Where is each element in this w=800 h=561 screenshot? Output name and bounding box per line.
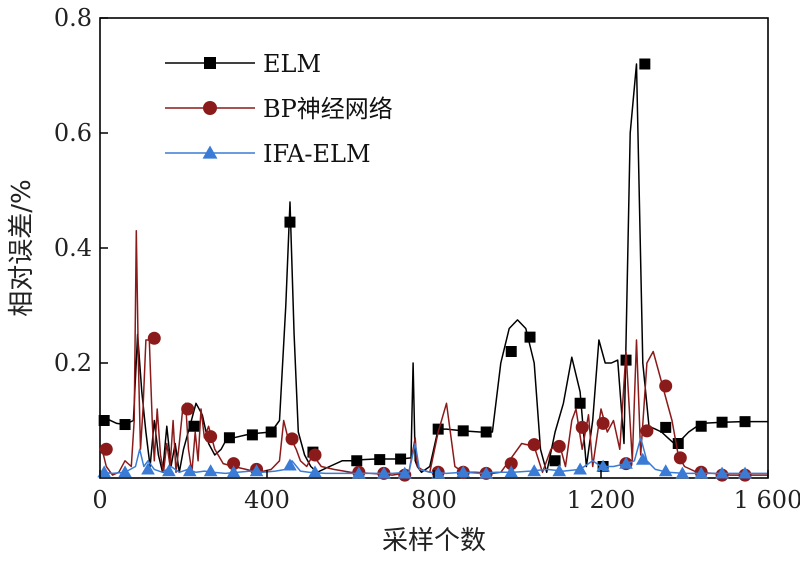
series-1 (98, 58, 768, 474)
data-point (480, 426, 492, 438)
data-point (635, 452, 650, 465)
data-point (119, 419, 131, 431)
data-point (715, 466, 729, 479)
series-line (101, 230, 768, 476)
data-point (308, 448, 322, 462)
data-point (694, 466, 709, 479)
data-point (118, 465, 132, 478)
legend-marker (203, 101, 217, 115)
data-point (308, 465, 322, 478)
data-point (673, 451, 687, 465)
x-tick-label: 400 (244, 486, 290, 514)
y-tick-label: 0.8 (54, 4, 92, 32)
data-point (660, 421, 672, 433)
data-point (504, 457, 518, 471)
data-point (249, 464, 264, 477)
data-point (549, 455, 561, 467)
data-point (505, 346, 517, 357)
data-point (351, 455, 363, 467)
data-point (147, 331, 161, 345)
data-point (284, 216, 296, 228)
data-point (658, 464, 673, 477)
legend-marker (202, 145, 218, 159)
data-point (182, 464, 197, 477)
y-axis-title: 相对误差/% (7, 179, 37, 316)
data-point (619, 456, 633, 469)
legend-label: IFA-ELM (263, 140, 371, 168)
data-point (431, 466, 445, 479)
data-point (223, 432, 235, 444)
data-point (285, 432, 299, 446)
data-point (738, 466, 752, 479)
data-point (716, 416, 728, 428)
data-point (265, 426, 277, 438)
x-tick-label: 0 (92, 486, 107, 514)
plot-area (97, 17, 769, 482)
x-axis: 0 400 800 1 200 1 600 (92, 470, 800, 514)
data-point (162, 464, 176, 477)
data-point (596, 416, 610, 430)
data-point (374, 454, 386, 466)
data-point (203, 464, 218, 477)
y-tick-label: 0.6 (54, 119, 92, 147)
data-point (524, 331, 536, 343)
data-point (181, 402, 195, 416)
x-tick-label: 800 (411, 486, 457, 514)
legend-marker (204, 57, 216, 69)
data-point (527, 464, 542, 477)
data-point (226, 465, 241, 478)
y-tick-label: 0.4 (54, 234, 92, 262)
data-point (283, 458, 297, 471)
data-point (639, 58, 651, 70)
data-point (395, 453, 407, 465)
data-point (504, 465, 519, 478)
data-point (596, 459, 610, 472)
data-point (527, 438, 541, 452)
data-point (97, 465, 111, 478)
y-axis: 0.2 0.4 0.6 0.8 (54, 4, 108, 377)
data-point (98, 415, 110, 426)
series-layer (97, 58, 768, 482)
data-point (352, 466, 366, 479)
data-point (188, 420, 200, 432)
legend-label: ELM (263, 50, 321, 78)
data-point (397, 466, 412, 479)
data-point (457, 425, 469, 437)
data-point (141, 462, 155, 475)
x-tick-label: 1 600 (734, 486, 800, 514)
data-point (695, 420, 707, 432)
data-point (573, 462, 587, 475)
data-point (552, 464, 567, 477)
data-point (432, 423, 444, 435)
data-point (574, 397, 586, 409)
legend: ELM BP神经网络 IFA-ELM (165, 50, 393, 168)
data-point (675, 466, 690, 479)
data-point (739, 416, 751, 428)
series-2 (99, 230, 768, 482)
y-tick-label: 0.2 (54, 349, 92, 377)
data-point (479, 466, 494, 479)
data-point (640, 424, 654, 438)
data-point (99, 442, 113, 456)
data-point (552, 439, 566, 453)
data-point (575, 420, 589, 434)
data-point (204, 430, 218, 444)
data-point (227, 457, 241, 471)
legend-label: BP神经网络 (263, 95, 393, 123)
data-point (246, 429, 258, 441)
data-point (659, 379, 673, 393)
data-point (456, 465, 471, 478)
x-tick-label: 1 200 (567, 486, 636, 514)
data-point (672, 438, 684, 449)
series-3 (97, 437, 768, 479)
plot-frame (99, 17, 769, 479)
data-point (377, 466, 391, 479)
x-axis-title: 采样个数 (382, 526, 486, 556)
